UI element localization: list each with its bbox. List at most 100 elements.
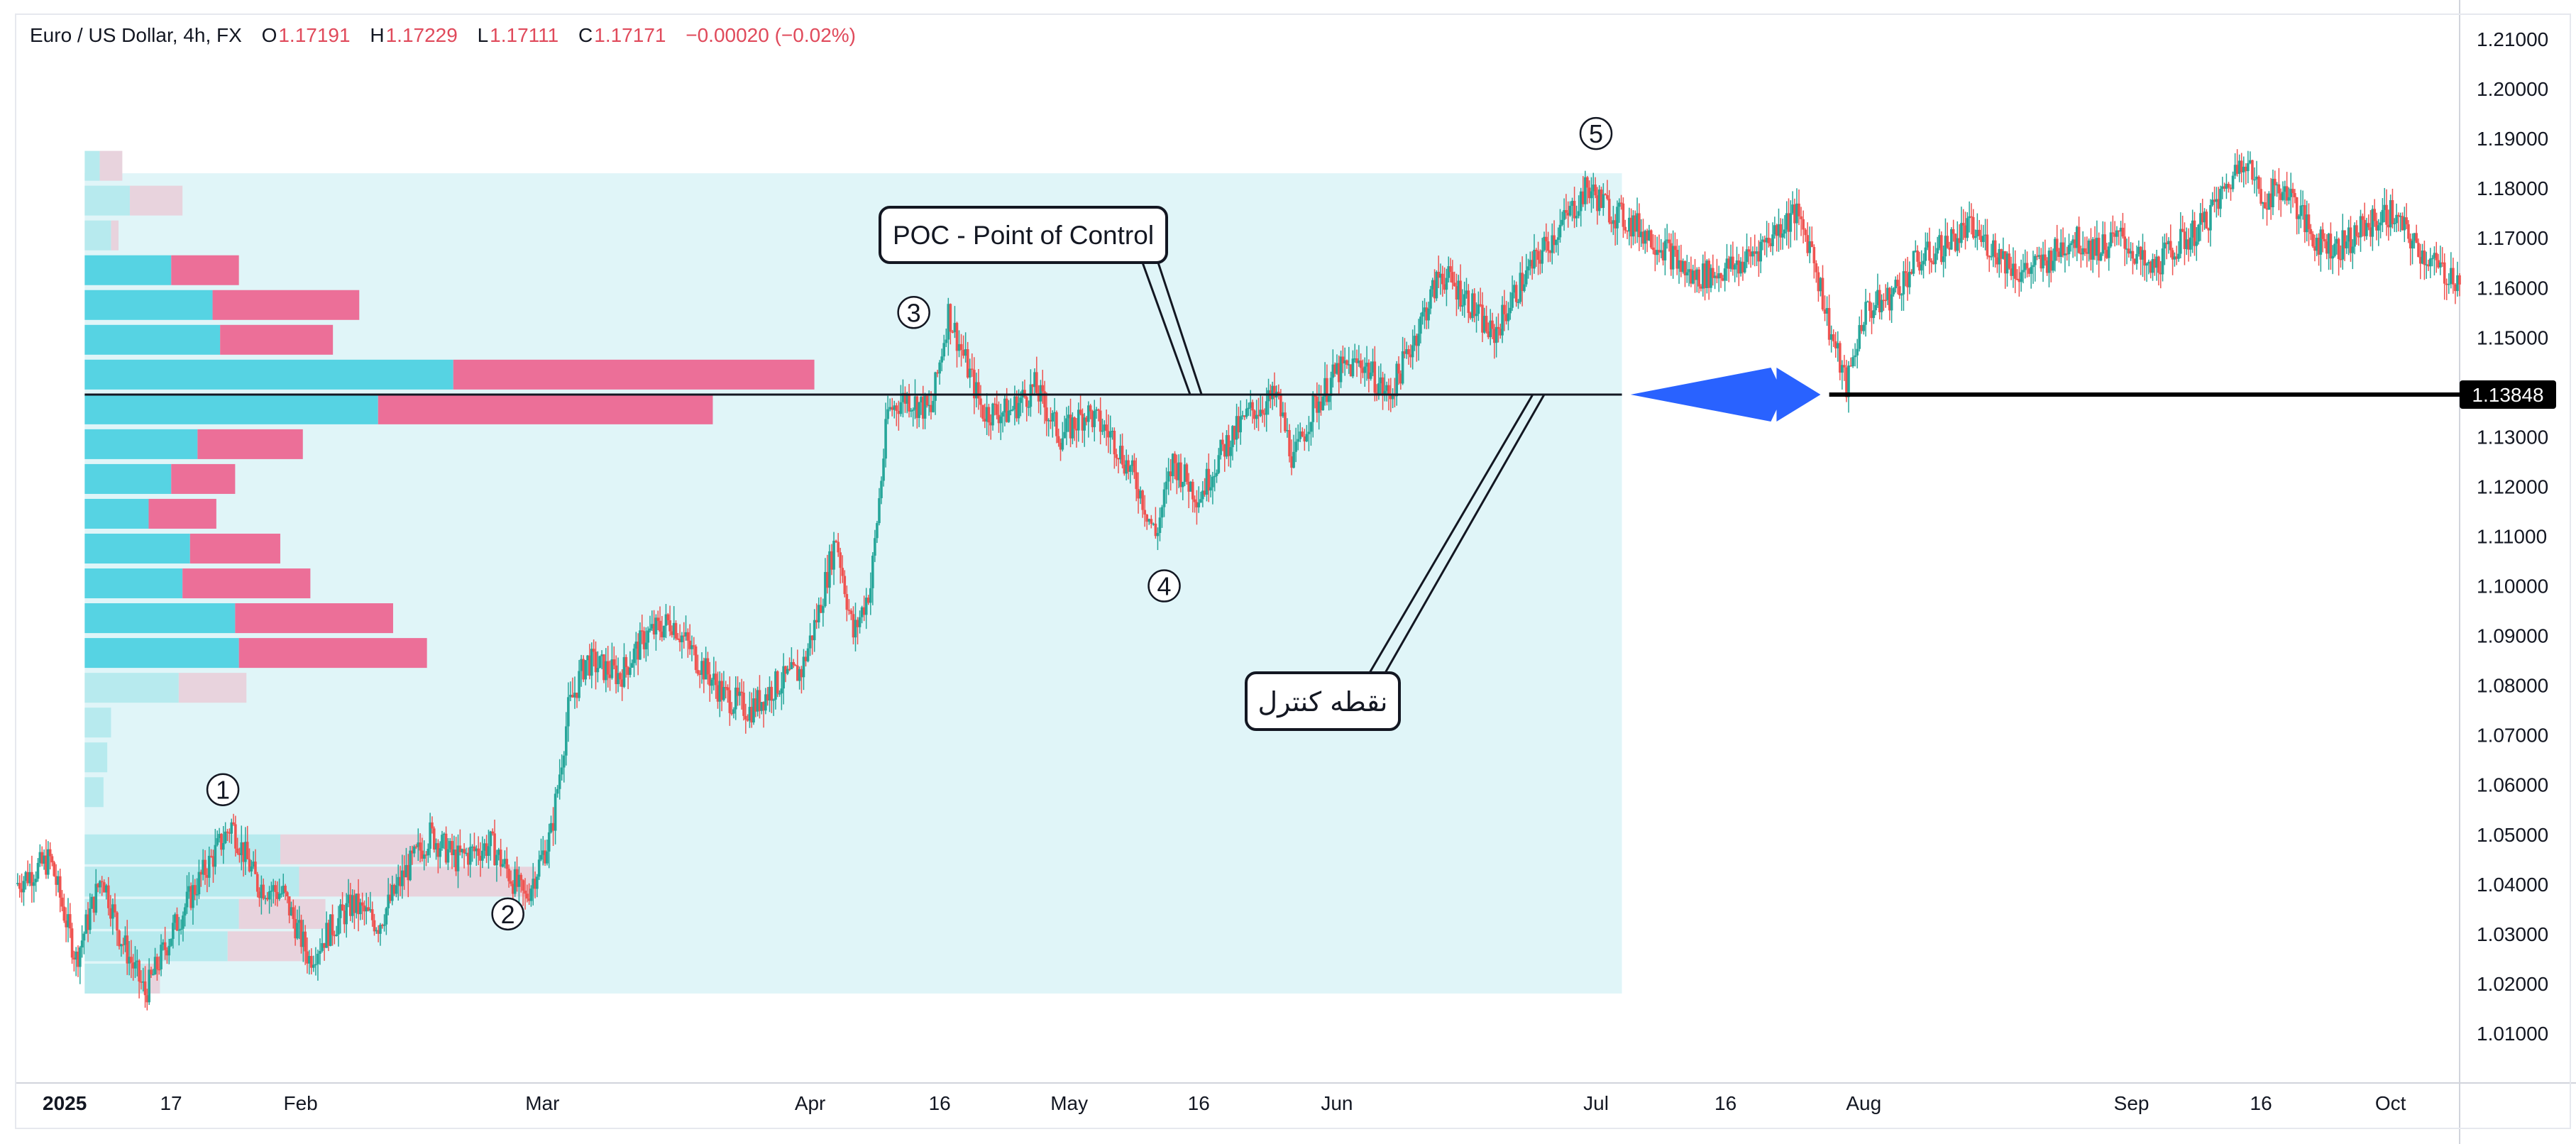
candle-up: [268, 891, 271, 900]
candle-up: [1513, 285, 1516, 293]
candle-down: [274, 885, 277, 892]
candle-down: [1223, 444, 1226, 457]
candle-down: [1133, 460, 1136, 473]
candle-down: [1787, 213, 1790, 232]
marker-5[interactable]: 5: [1579, 116, 1613, 150]
candle-down: [1319, 401, 1323, 411]
candle-up: [385, 908, 388, 925]
marker-1[interactable]: 1: [206, 773, 240, 806]
candle-down: [458, 845, 462, 852]
candle-up: [1053, 412, 1056, 414]
marker-3[interactable]: 3: [897, 296, 930, 329]
candle-up: [1563, 210, 1565, 220]
candle-up: [2287, 197, 2291, 201]
candle-down: [467, 852, 470, 865]
candle-up: [913, 396, 917, 410]
marker-2[interactable]: 2: [491, 897, 524, 931]
volume-profile-down-bar: [235, 603, 393, 634]
symbol-name[interactable]: Euro / US Dollar, 4h, FX: [30, 24, 242, 46]
candle-down: [1690, 269, 1692, 284]
candle-up: [2020, 272, 2022, 282]
candle-down: [1798, 203, 1800, 216]
candle-up: [1616, 207, 1619, 229]
candle-down: [1996, 257, 1999, 265]
candle-down: [728, 690, 732, 713]
candle-up: [2141, 250, 2145, 260]
candle-up: [36, 862, 40, 879]
candle-down: [742, 692, 745, 716]
candle-up: [567, 697, 570, 727]
persian-callout-label: نقطه کنترل: [1257, 686, 1387, 718]
candle-up: [690, 645, 693, 649]
candle-up: [1856, 348, 1859, 356]
candle-down: [1741, 261, 1744, 273]
candle-up: [1864, 302, 1867, 325]
candle-down: [2169, 241, 2172, 251]
candle-down: [2279, 193, 2282, 200]
candle-down: [602, 654, 605, 681]
candle-up: [2283, 186, 2286, 192]
candle-up: [1777, 224, 1780, 236]
persian-callout-box[interactable]: [1245, 671, 1401, 731]
candle-up: [1435, 272, 1438, 299]
candle-down: [1514, 285, 1518, 302]
candle-up: [307, 956, 311, 964]
candle-down: [107, 885, 110, 908]
candle-up: [434, 843, 438, 849]
candle-down: [930, 405, 932, 412]
candle-up: [202, 859, 204, 875]
candle-down: [158, 969, 161, 971]
candle-down: [1467, 290, 1470, 313]
candle-up: [790, 661, 793, 670]
candle-down: [343, 911, 346, 925]
candle-down: [852, 614, 855, 638]
candle-down: [1284, 412, 1287, 431]
candle-up: [1351, 358, 1355, 377]
candle-up: [359, 902, 362, 915]
candle-up: [277, 893, 281, 899]
candle-up: [1938, 235, 1941, 248]
candle-down: [746, 719, 749, 721]
candle-up: [1255, 414, 1258, 419]
candle-down: [377, 930, 380, 934]
candle-up: [1383, 390, 1387, 395]
candle-down: [815, 620, 818, 622]
candle-up: [886, 409, 889, 419]
candle-down: [1534, 250, 1538, 251]
candle-down: [1355, 358, 1358, 363]
time-tick-label: 16: [1714, 1092, 1736, 1114]
candle-down: [2027, 268, 2031, 274]
candle-up: [2067, 245, 2071, 255]
candle-up: [2439, 262, 2442, 268]
candle-down: [1107, 431, 1110, 438]
candle-up: [649, 628, 651, 631]
candle-up: [704, 658, 708, 680]
marker-circle: [897, 296, 930, 329]
marker-4[interactable]: 4: [1147, 569, 1181, 603]
poc-callout-box[interactable]: [879, 206, 1168, 264]
time-tick-label: 2025: [43, 1092, 87, 1114]
candle-up: [906, 395, 909, 404]
candle-up: [1950, 229, 1953, 250]
candle-down: [473, 846, 476, 852]
candle-down: [58, 876, 62, 898]
candle-down: [145, 995, 149, 1003]
candle-down: [2055, 238, 2059, 252]
candle-down: [2291, 189, 2294, 194]
candle-up: [1411, 345, 1414, 358]
candle-up: [999, 416, 1003, 424]
candle-up: [1152, 523, 1155, 525]
candle-up: [932, 400, 935, 412]
candle-up: [1892, 288, 1895, 295]
candle-up: [565, 726, 568, 756]
time-tick-label: 16: [2250, 1092, 2272, 1114]
candle-up: [2096, 238, 2098, 256]
candle-down: [97, 884, 99, 888]
candle-up: [1783, 229, 1786, 234]
candle-down: [1243, 415, 1246, 417]
candle-up: [1211, 476, 1214, 488]
candle-down: [2415, 233, 2418, 243]
candle-up: [1745, 249, 1749, 263]
candle-up: [2247, 163, 2250, 172]
